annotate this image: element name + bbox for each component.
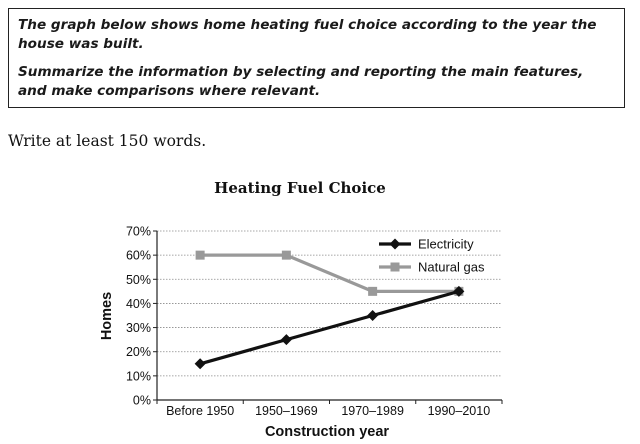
y-tick-label: 10% (126, 369, 151, 383)
data-point-natural-gas (281, 250, 291, 260)
series-line-natural-gas (200, 253, 459, 293)
y-tick-label: 70% (126, 225, 151, 239)
series-line-electricity (199, 289, 460, 366)
grid-lines (157, 230, 502, 377)
x-tick-label: Before 1950 (166, 404, 234, 418)
legend-marker-electricity (389, 238, 401, 250)
series-electricity (194, 285, 465, 370)
axes (153, 230, 503, 404)
series-lines (194, 250, 465, 370)
y-tick-label: 20% (126, 345, 151, 359)
legend-label-natural-gas: Natural gas (418, 260, 485, 275)
legend-item-natural-gas: Natural gas (379, 260, 485, 275)
tick-labels: 0% 10% 20% 30% 40% 50% 60% 70% Before 1950 1950–1… (126, 225, 490, 419)
task-prompt-line-2: Summarize the information by selecting a… (18, 64, 584, 99)
chart-title: Heating Fuel Choice (214, 179, 386, 197)
legend-item-electricity: Electricity (379, 237, 474, 252)
x-tick-label: 1970–1989 (341, 404, 404, 418)
x-tick-label: 1950–1969 (255, 404, 318, 418)
y-tick-label: 0% (133, 394, 151, 408)
word-count-instruction: Write at least 150 words. (8, 132, 207, 150)
legend-marker-natural-gas (390, 262, 400, 272)
task-prompt-box: The graph below shows home heating fuel … (8, 8, 625, 108)
data-point-electricity (194, 358, 206, 370)
data-point-natural-gas (368, 286, 378, 296)
data-point-electricity (453, 285, 465, 297)
y-tick-label: 40% (126, 297, 151, 311)
y-axis-title: Homes (99, 292, 115, 340)
x-axis-title: Construction year (265, 424, 389, 440)
y-tick-label: 60% (126, 249, 151, 263)
y-tick-label: 50% (126, 273, 151, 287)
task-prompt-line-1: The graph below shows home heating fuel … (18, 17, 597, 52)
y-tick-label: 30% (126, 321, 151, 335)
legend: Electricity Natural gas (379, 237, 485, 275)
data-point-electricity (280, 334, 292, 346)
x-tick-label: 1990–2010 (428, 404, 491, 418)
legend-label-electricity: Electricity (418, 237, 474, 252)
data-point-natural-gas (195, 250, 205, 260)
data-point-electricity (367, 310, 379, 321)
